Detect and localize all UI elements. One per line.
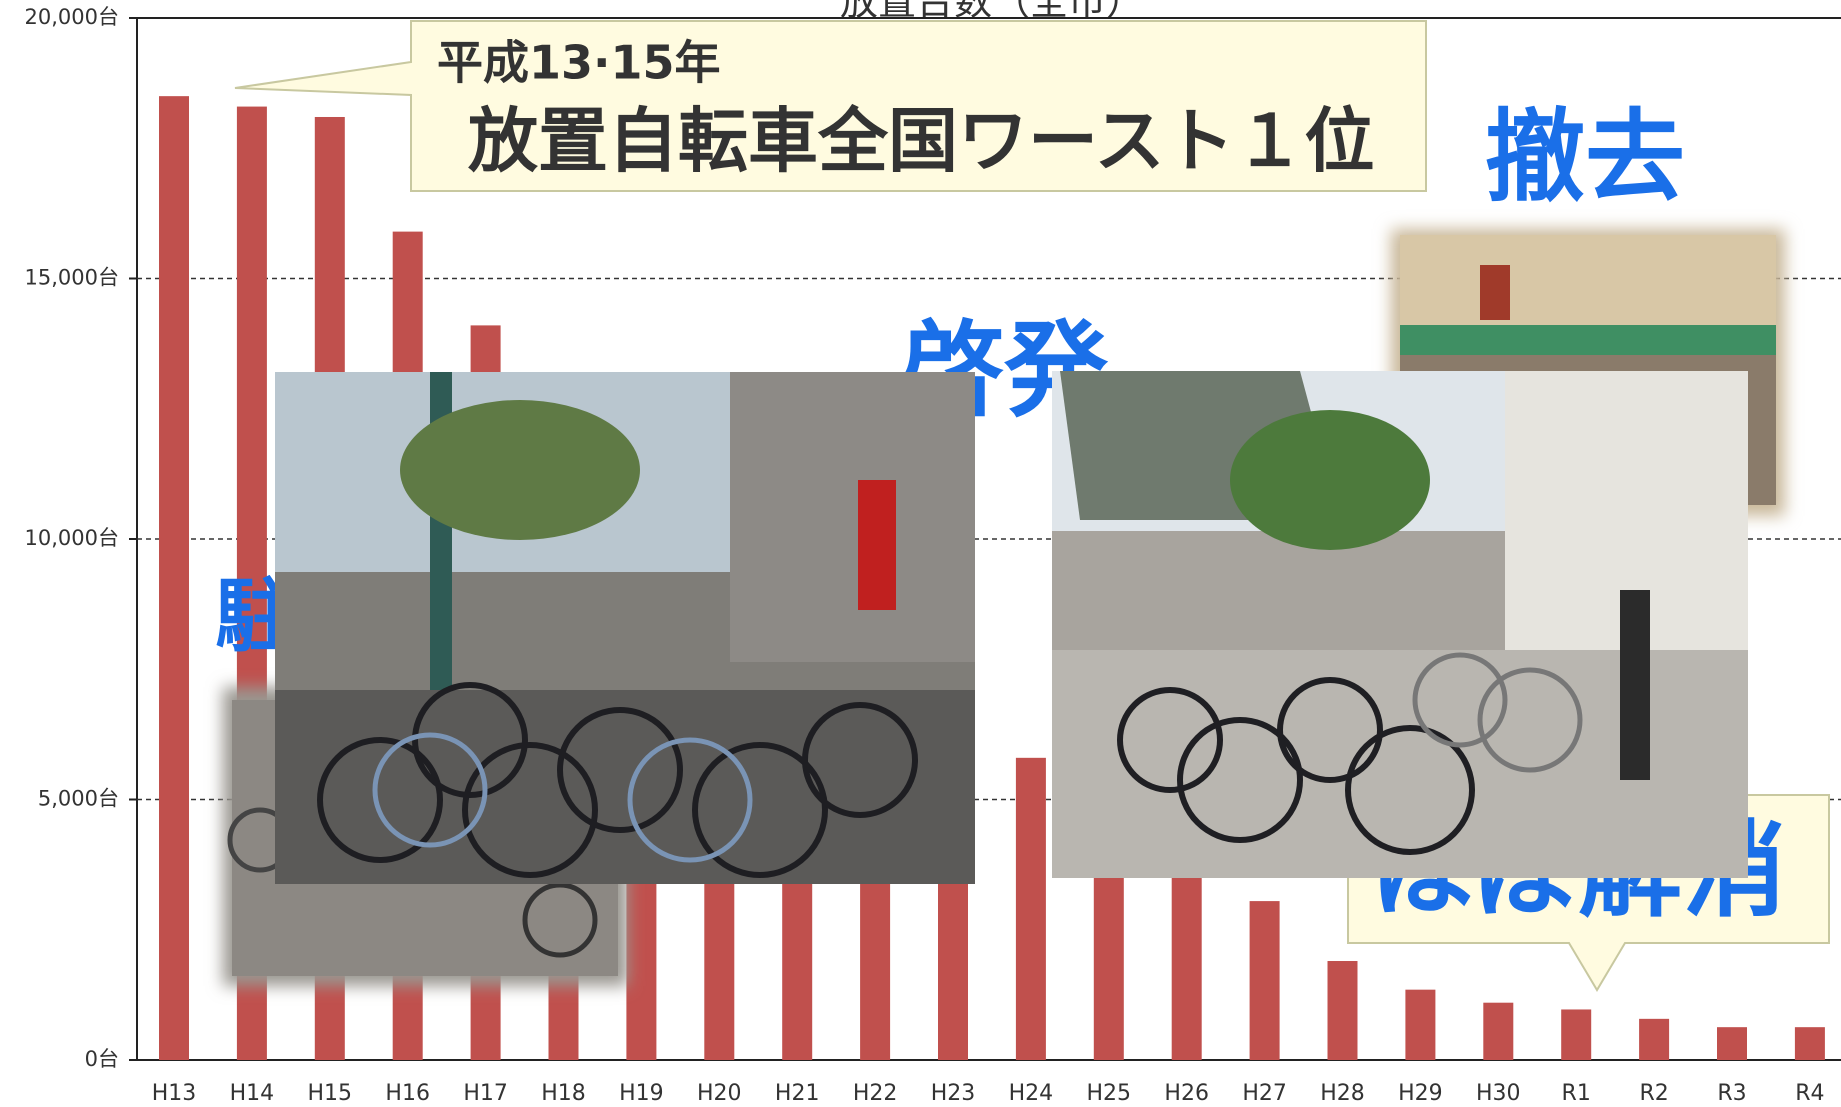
x-tick-label: H29 (1398, 1081, 1443, 1106)
x-tick-label: H23 (931, 1081, 976, 1106)
annotation: 放置自転車全国ワースト１位 (468, 100, 1375, 182)
bar (1405, 989, 1436, 1060)
bar (1249, 901, 1280, 1060)
y-tick-label: 0台 (85, 1047, 119, 1071)
bar (1171, 851, 1202, 1060)
x-tick-label: H14 (230, 1081, 275, 1106)
x-tick-label: H20 (697, 1081, 742, 1106)
bar (1561, 1009, 1592, 1060)
photo (1052, 371, 1748, 878)
x-tick-label: H19 (619, 1081, 664, 1106)
x-tick-label: H17 (463, 1081, 508, 1106)
bar (1327, 961, 1358, 1060)
x-tick-label: H27 (1242, 1081, 1287, 1106)
y-tick-label: 15,000台 (25, 266, 119, 290)
bar (159, 96, 189, 1060)
x-tick-label: H18 (541, 1081, 586, 1106)
bar (1015, 757, 1046, 1060)
y-tick-label: 5,000台 (38, 787, 119, 811)
x-tick-label: H28 (1320, 1081, 1365, 1106)
x-tick-label: R4 (1795, 1081, 1824, 1106)
bar (1717, 1027, 1747, 1060)
x-tick-label: H21 (775, 1081, 820, 1106)
bar (1483, 1002, 1514, 1060)
x-tick-label: H13 (152, 1081, 197, 1106)
annotation: 撤去 (1485, 98, 1685, 215)
x-tick-label: H24 (1009, 1081, 1054, 1106)
chart-title: 放置台数（全市） (840, 0, 1144, 24)
bar (1639, 1018, 1670, 1060)
x-tick-label: R3 (1717, 1081, 1746, 1106)
x-tick-label: H16 (385, 1081, 430, 1106)
x-tick-label: R1 (1562, 1081, 1591, 1106)
y-tick-label: 10,000台 (25, 526, 119, 550)
photo (275, 372, 975, 884)
y-tick-label: 20,000台 (25, 5, 119, 29)
callout-box (234, 20, 1427, 192)
x-tick-label: H25 (1087, 1081, 1132, 1106)
x-tick-label: H22 (853, 1081, 898, 1106)
x-tick-label: H30 (1476, 1081, 1521, 1106)
annotation: 平成13·15年 (437, 36, 721, 90)
x-tick-label: R2 (1639, 1081, 1668, 1106)
bar (1794, 1027, 1825, 1060)
x-tick-label: H15 (308, 1081, 353, 1106)
x-tick-label: H26 (1164, 1081, 1209, 1106)
